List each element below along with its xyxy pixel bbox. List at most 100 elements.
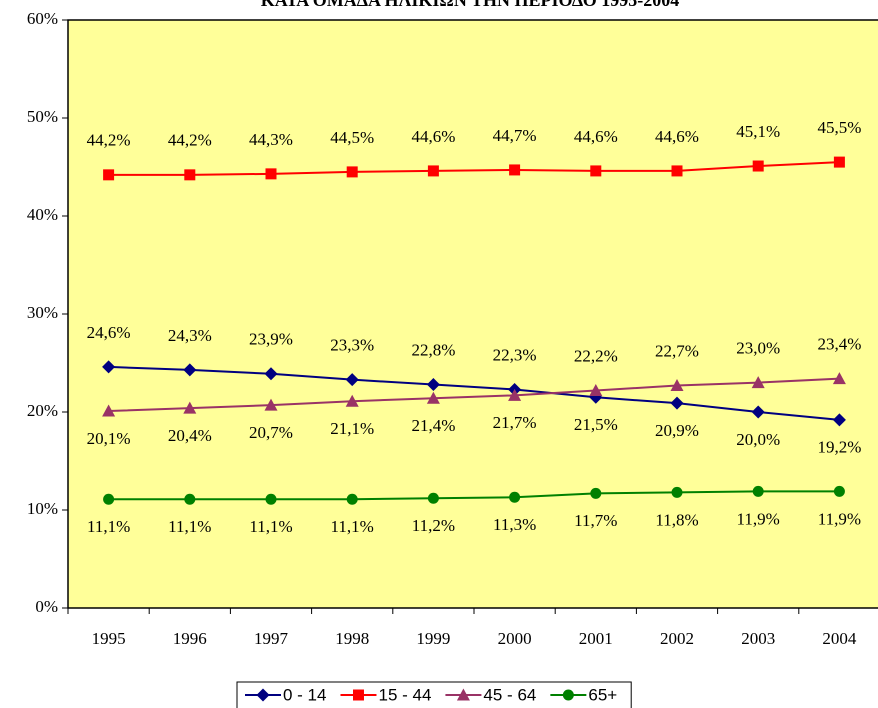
x-tick-label: 1997 — [254, 629, 289, 648]
legend-label: 15 - 44 — [378, 685, 431, 704]
data-label: 11,1% — [249, 517, 292, 536]
data-label: 20,7% — [249, 423, 293, 442]
data-label: 11,1% — [168, 517, 211, 536]
marker — [264, 398, 278, 411]
data-label: 44,7% — [493, 126, 537, 145]
x-tick-label: 2004 — [822, 629, 857, 648]
data-label: 23,9% — [249, 330, 293, 349]
data-label: 44,2% — [87, 131, 131, 150]
marker — [456, 688, 470, 701]
data-label: 21,1% — [330, 419, 374, 438]
marker — [752, 160, 764, 172]
data-label: 45,5% — [817, 118, 861, 137]
x-tick-label: 2000 — [498, 629, 532, 648]
marker — [590, 165, 602, 177]
marker — [183, 401, 197, 414]
data-label: 44,3% — [249, 130, 293, 149]
data-label: 11,9% — [818, 509, 861, 528]
y-tick-label: 0% — [35, 597, 58, 616]
marker — [184, 493, 196, 505]
y-tick-label: 50% — [27, 107, 58, 126]
data-label: 11,3% — [493, 515, 536, 534]
data-label: 23,3% — [330, 336, 374, 355]
data-label: 44,5% — [330, 128, 374, 147]
marker — [751, 405, 765, 419]
data-label: 11,1% — [331, 517, 374, 536]
marker — [103, 169, 115, 181]
marker — [264, 367, 278, 381]
x-tick-label: 1999 — [416, 629, 450, 648]
marker — [751, 376, 765, 389]
marker — [832, 372, 846, 385]
x-tick-label: 1996 — [173, 629, 207, 648]
marker — [427, 492, 439, 504]
series-line — [108, 161, 840, 176]
x-tick-label: 2003 — [741, 629, 775, 648]
marker — [102, 360, 116, 374]
marker — [752, 485, 764, 497]
data-label: 44,6% — [655, 127, 699, 146]
data-label: 44,2% — [168, 131, 212, 150]
y-tick-label: 40% — [27, 205, 58, 224]
y-tick-label: 30% — [27, 303, 58, 322]
data-label: 22,8% — [411, 340, 455, 359]
data-label: 20,9% — [655, 421, 699, 440]
data-label: 22,3% — [493, 345, 537, 364]
data-label: 22,7% — [655, 341, 699, 360]
marker — [265, 168, 277, 180]
y-tick-label: 10% — [27, 499, 58, 518]
data-label: 21,5% — [574, 415, 618, 434]
data-label: 21,7% — [493, 413, 537, 432]
x-tick-label: 1998 — [335, 629, 369, 648]
marker — [509, 164, 521, 176]
marker — [589, 383, 603, 396]
legend-label: 0 - 14 — [283, 685, 326, 704]
marker — [508, 388, 522, 401]
data-label: 19,2% — [817, 438, 861, 457]
data-label: 23,0% — [736, 339, 780, 358]
data-label: 44,6% — [411, 127, 455, 146]
data-label: 11,2% — [412, 516, 455, 535]
marker — [671, 486, 683, 498]
marker — [345, 373, 359, 387]
marker — [346, 166, 358, 178]
x-tick-label: 2001 — [579, 629, 613, 648]
marker — [102, 404, 116, 417]
marker — [833, 485, 845, 497]
data-label: 11,8% — [655, 510, 698, 529]
legend-label: 45 - 64 — [483, 685, 536, 704]
legend: 0 - 14 15 - 44 45 - 64 65+ — [236, 681, 632, 708]
series-line — [108, 490, 840, 501]
data-label: 20,1% — [87, 429, 131, 448]
marker — [256, 688, 270, 702]
data-label: 24,3% — [168, 326, 212, 345]
series-line — [108, 365, 840, 421]
marker — [265, 493, 277, 505]
marker — [562, 689, 574, 701]
chart-title: ΚΑΤΑ ΟΜΑΔΑ ΗΛΙΚΙΩΝ ΤΗΝ ΠΕΡΙΟΔΟ 1995-2004 — [261, 0, 680, 10]
plot-area — [67, 19, 878, 609]
marker — [427, 165, 439, 177]
data-label: 22,2% — [574, 346, 618, 365]
marker — [833, 156, 845, 168]
data-label: 20,0% — [736, 430, 780, 449]
legend-label: 65+ — [588, 685, 617, 704]
marker — [670, 379, 684, 392]
data-label: 20,4% — [168, 426, 212, 445]
data-label: 11,1% — [87, 517, 130, 536]
marker — [345, 394, 359, 407]
series-line — [108, 377, 840, 413]
marker — [832, 413, 846, 427]
marker — [184, 169, 196, 181]
marker — [671, 165, 683, 177]
data-label: 45,1% — [736, 122, 780, 141]
data-label: 11,7% — [574, 511, 617, 530]
marker — [670, 396, 684, 410]
data-label: 11,9% — [737, 509, 780, 528]
x-tick-label: 1995 — [92, 629, 126, 648]
marker — [426, 391, 440, 404]
data-label: 21,4% — [411, 416, 455, 435]
marker — [103, 493, 115, 505]
y-tick-label: 20% — [27, 401, 58, 420]
